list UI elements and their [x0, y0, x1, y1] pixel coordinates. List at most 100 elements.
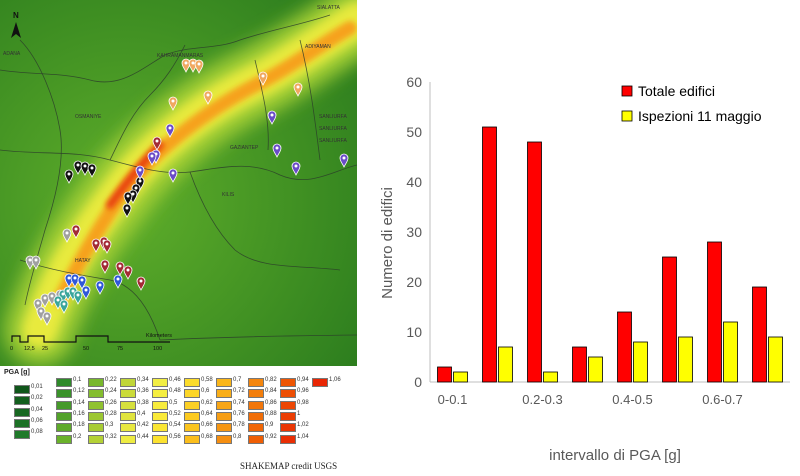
- legend-label: 1,04: [297, 433, 309, 440]
- y-axis-label: Numero di edifici: [379, 187, 396, 299]
- legend-swatch: [56, 423, 72, 433]
- legend-item: 0,32: [88, 434, 148, 444]
- legend-item: 0,72: [216, 388, 276, 399]
- legend-swatch: [120, 389, 136, 399]
- legend-label: 0,06: [31, 417, 43, 424]
- legend-swatch: [184, 389, 200, 399]
- legend-item: 0,52: [152, 411, 212, 421]
- map-pin-icon: [102, 239, 112, 254]
- legend-swatch: [88, 411, 104, 421]
- legend-swatch: [120, 411, 136, 421]
- legend-item: 0,42: [120, 422, 180, 433]
- map-pin-icon: [42, 311, 52, 326]
- legend-swatch: [184, 400, 200, 410]
- legend-item: 0,78: [216, 422, 276, 433]
- legend-title: PGA [g]: [4, 369, 30, 376]
- legend-swatch: [14, 396, 30, 406]
- legend-item: 0,7: [216, 377, 276, 387]
- legend-swatch: [56, 411, 72, 421]
- map-pin-icon: [293, 82, 303, 97]
- map-pin-icon: [62, 228, 72, 243]
- map-pin-icon: [71, 224, 81, 239]
- legend-label: 0,72: [233, 388, 245, 395]
- chart-bars: [437, 126, 783, 383]
- legend-item: 0,22: [88, 377, 148, 387]
- shaking-core: [53, 21, 357, 307]
- legend-swatch: [56, 389, 72, 399]
- legend-swatch: [248, 423, 264, 433]
- y-tick-label: 10: [406, 324, 422, 340]
- legend-item: 0,38: [120, 400, 180, 410]
- x-tick-label: 0.4-0.5: [612, 392, 652, 407]
- map-pin-icon: [115, 261, 125, 276]
- bar-ispezioni: [543, 371, 558, 383]
- place-labels: SIALATTA ADIYAMAN KAHRAMANMARAS ADANA OS…: [3, 5, 347, 264]
- legend-label: 0,84: [265, 388, 277, 395]
- legend-item: 0,12: [56, 388, 116, 399]
- legend-swatch: [56, 378, 72, 387]
- legend-label: 0,08: [31, 429, 43, 436]
- legend-swatch: [216, 423, 232, 433]
- legend-label: 0,48: [169, 388, 181, 395]
- bar-totale: [527, 141, 542, 383]
- legend-label: 0,14: [73, 399, 85, 406]
- legend-label: 0,38: [137, 399, 149, 406]
- legend-item: 0,82: [248, 377, 308, 387]
- legend-item: 0,62: [184, 400, 244, 410]
- legend-label: 0,3: [105, 422, 114, 429]
- legend-label: 0,92: [265, 433, 277, 440]
- legend-swatch: [216, 378, 232, 387]
- map-pin-icon: [80, 161, 90, 176]
- legend-swatch: [280, 378, 296, 387]
- legend-label: 0,9: [265, 422, 274, 429]
- map-pin-icon: [113, 274, 123, 289]
- bar-ispezioni: [633, 341, 648, 383]
- bar-totale: [662, 256, 677, 383]
- map-pin-icon: [123, 265, 133, 280]
- legend-swatch: [152, 411, 168, 421]
- legend-swatch: [120, 400, 136, 410]
- legend-item: 0,1: [56, 377, 116, 387]
- legend-label: 0,54: [169, 422, 181, 429]
- legend-label: 0,56: [169, 433, 181, 440]
- x-tick-label: 0.2-0.3: [522, 392, 562, 407]
- y-tick-label: 50: [406, 124, 422, 140]
- scale-tick: 25: [42, 346, 48, 352]
- map-pin-icon: [73, 160, 83, 175]
- legend-label: 0,22: [105, 377, 117, 383]
- place-label: ADANA: [3, 51, 21, 57]
- legend-item: 0,2: [56, 434, 116, 444]
- legend-item: 0,88: [248, 411, 308, 421]
- legend-label: 0,74: [233, 399, 245, 406]
- legend-swatch: [56, 434, 72, 444]
- place-label: KILIS: [222, 192, 235, 198]
- legend-item: 0,74: [216, 400, 276, 410]
- legend-label: 1,06: [329, 377, 341, 383]
- legend-item: 0,64: [184, 411, 244, 421]
- north-arrow: N: [11, 11, 21, 38]
- map-pin-icon: [181, 58, 191, 73]
- legend-item: 0,18: [56, 422, 116, 433]
- legend-entry: Totale edifici: [638, 83, 715, 99]
- bar-totale: [572, 346, 587, 383]
- legend-label: 0,8: [233, 433, 242, 440]
- legend-item: 0,01: [14, 384, 74, 394]
- legend-item: 0,9: [248, 422, 308, 433]
- legend-swatch: [152, 423, 168, 433]
- legend-swatch: [280, 400, 296, 410]
- scale-tick: 50: [83, 346, 89, 352]
- legend-item: 0,8: [216, 434, 276, 444]
- legend-label: 0,62: [201, 399, 213, 406]
- legend-label: 0,96: [297, 388, 309, 395]
- north-arrow-icon: [11, 22, 21, 38]
- legend-label: 0,86: [265, 399, 277, 406]
- place-label: HATAY: [75, 258, 91, 264]
- bar-totale: [617, 311, 632, 383]
- legend-swatch: [184, 434, 200, 444]
- legend-swatch: [621, 110, 633, 122]
- legend-label: 0,98: [297, 399, 309, 406]
- legend-label: 0,24: [105, 388, 117, 395]
- map-pin-icon: [81, 285, 91, 300]
- legend-label: 0,2: [73, 433, 82, 440]
